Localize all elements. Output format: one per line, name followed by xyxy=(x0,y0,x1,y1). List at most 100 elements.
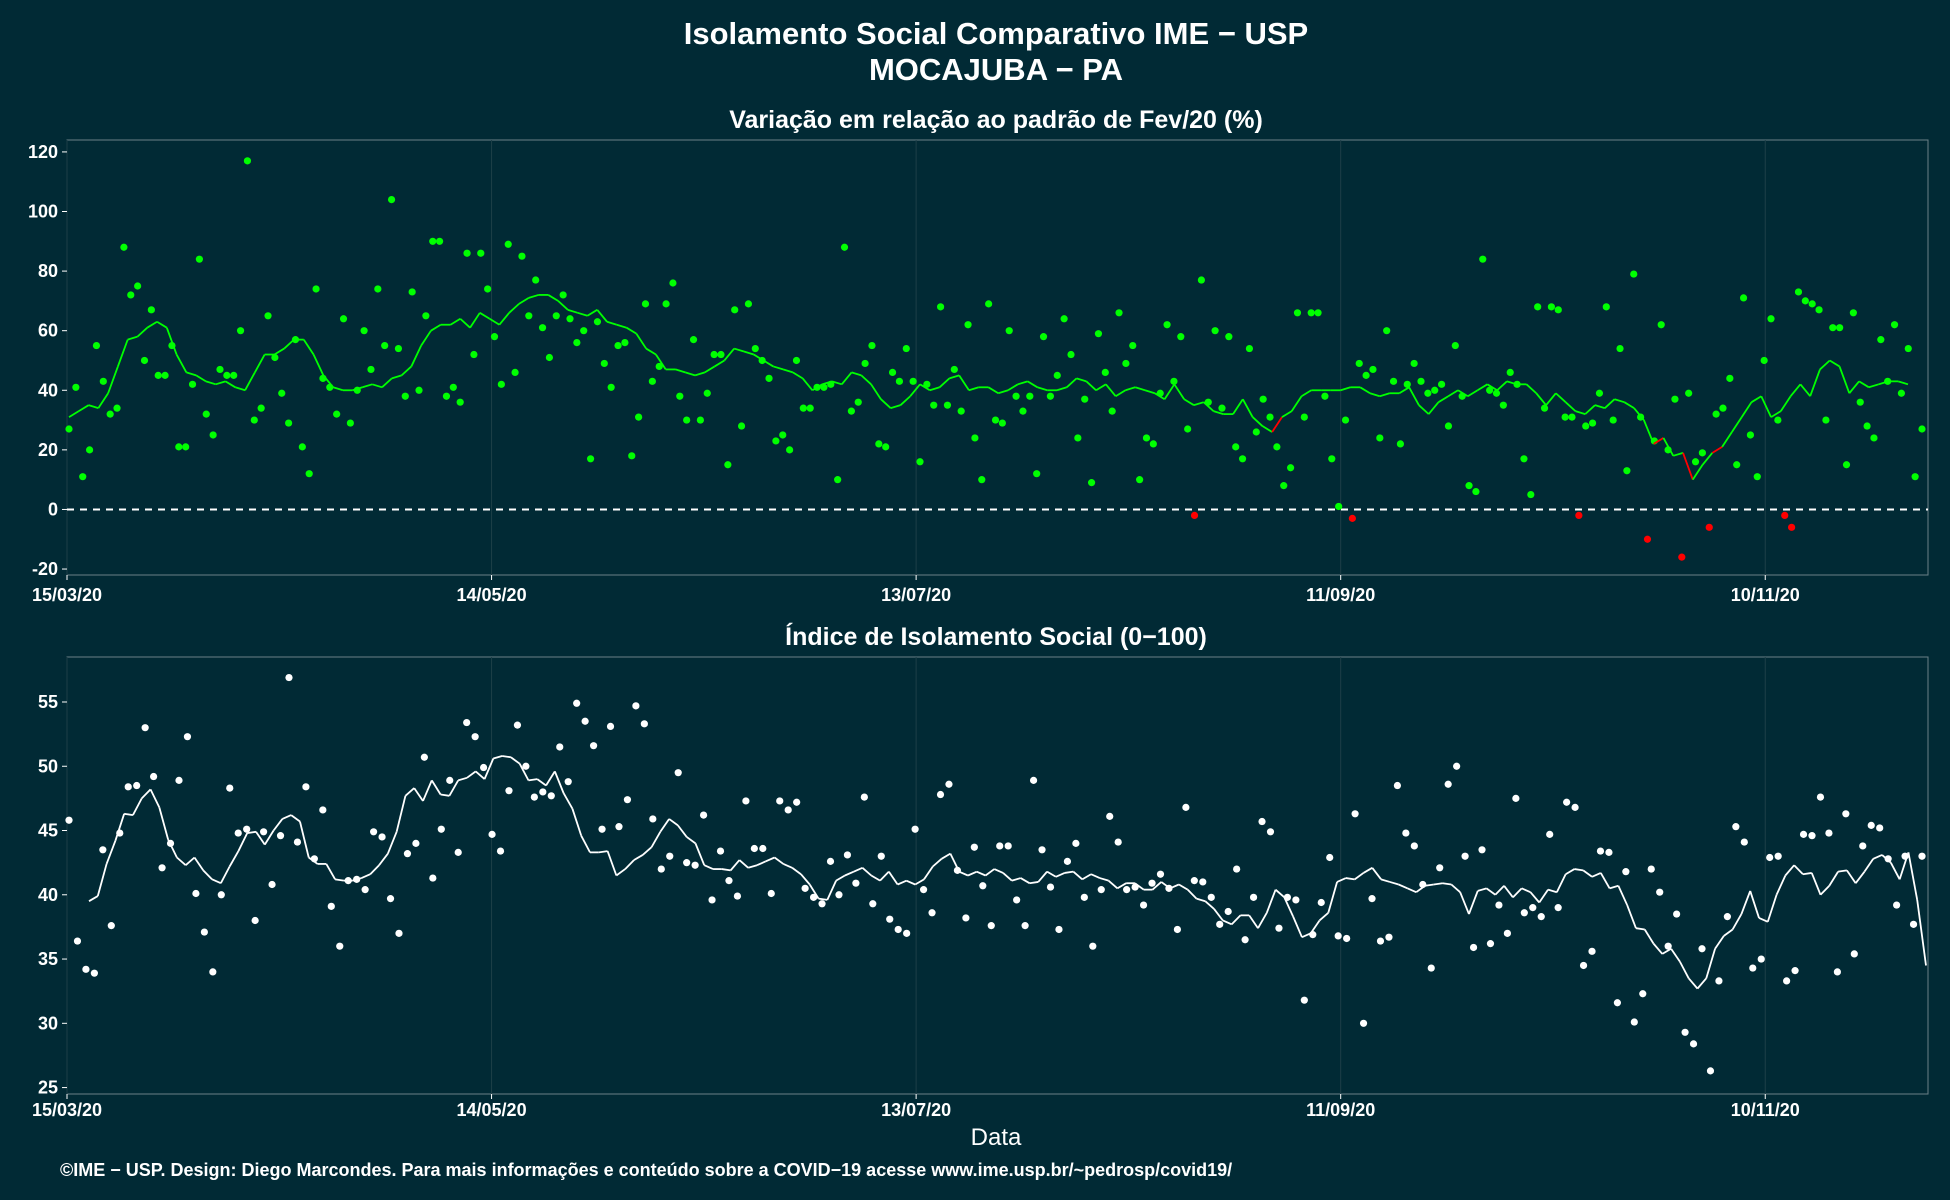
data-point xyxy=(276,832,285,840)
data-point xyxy=(861,359,869,368)
moving-average-segment xyxy=(1829,359,1840,368)
data-point xyxy=(538,324,547,332)
moving-average-segment xyxy=(1261,425,1273,433)
data-point xyxy=(869,900,877,908)
panel2-plot: 15/03/20 14/05/20 13/07/20 11/09/20 10/11/20… xyxy=(32,656,1929,1120)
moving-average-segment xyxy=(498,312,510,326)
data-point xyxy=(1791,967,1799,975)
data-point xyxy=(662,300,670,308)
data-point xyxy=(1671,395,1679,403)
data-point xyxy=(488,830,496,838)
moving-average-segment xyxy=(1354,872,1365,881)
data-point xyxy=(923,380,931,388)
moving-average-segment xyxy=(225,380,236,389)
moving-average-segment xyxy=(626,326,637,335)
moving-average-segment xyxy=(493,755,503,760)
moving-average-segment xyxy=(235,386,246,392)
moving-average-segment xyxy=(1609,884,1619,890)
data-point xyxy=(614,341,622,350)
data-point xyxy=(648,377,656,385)
data-point xyxy=(1444,780,1452,788)
moving-average-segment xyxy=(1749,890,1760,919)
moving-average-segment xyxy=(124,812,134,816)
data-point xyxy=(1019,407,1027,415)
data-point xyxy=(401,392,409,400)
y-tick-label: 35 xyxy=(38,949,58,969)
data-point xyxy=(708,896,716,904)
moving-average-segment xyxy=(457,776,468,782)
moving-average-segment xyxy=(1555,392,1567,403)
data-point xyxy=(1252,428,1260,436)
data-point xyxy=(134,282,142,290)
y-tick-label: 120 xyxy=(28,142,58,162)
moving-average-segment xyxy=(290,814,301,823)
data-point xyxy=(1630,1018,1638,1026)
moving-average-segment xyxy=(870,383,882,400)
moving-average-segment xyxy=(773,365,784,371)
y-tick-label: 25 xyxy=(38,1078,58,1098)
data-point xyxy=(72,383,80,391)
data-point xyxy=(970,843,978,851)
data-point xyxy=(271,353,279,362)
moving-average-segment xyxy=(1854,871,1866,884)
moving-average-segment xyxy=(596,309,608,323)
data-point xyxy=(1749,964,1757,972)
data-point xyxy=(395,929,403,937)
moving-average-segment xyxy=(738,859,749,869)
moving-average-segment xyxy=(369,864,380,875)
moving-average-segment xyxy=(826,880,837,901)
data-point xyxy=(750,844,758,853)
data-point xyxy=(1326,853,1334,862)
data-point xyxy=(699,811,708,819)
data-point xyxy=(268,880,276,889)
moving-average-segment xyxy=(888,871,899,886)
moving-average-segment xyxy=(1056,386,1068,392)
data-point xyxy=(1582,422,1590,430)
data-point xyxy=(1512,794,1520,802)
data-point xyxy=(454,848,462,856)
data-point xyxy=(1317,898,1325,907)
moving-average-segment xyxy=(723,347,735,362)
moving-average-segment xyxy=(1105,383,1117,397)
moving-average-segment xyxy=(483,758,495,780)
moving-average-segment xyxy=(686,836,697,845)
moving-average-segment xyxy=(1095,383,1107,392)
moving-average-segment xyxy=(1819,885,1830,896)
data-point xyxy=(420,753,428,761)
moving-average-segment xyxy=(193,856,205,871)
moving-average-segment xyxy=(1020,877,1030,884)
moving-average-segment xyxy=(562,792,574,810)
data-point xyxy=(1918,425,1926,433)
moving-average-segment xyxy=(1574,868,1584,872)
data-point xyxy=(1495,901,1503,909)
data-point xyxy=(360,327,368,335)
data-point xyxy=(436,237,444,245)
moving-average-segment xyxy=(175,354,188,373)
data-point xyxy=(463,718,471,727)
moving-average-segment xyxy=(1037,871,1048,883)
moving-average-segment xyxy=(1230,914,1242,925)
data-point xyxy=(1588,419,1597,427)
data-point xyxy=(1376,937,1385,945)
moving-average-segment xyxy=(1890,862,1901,880)
moving-average-segment xyxy=(598,850,608,854)
moving-average-segment xyxy=(949,853,960,873)
moving-average-segment xyxy=(1633,407,1645,421)
data-point xyxy=(182,443,190,451)
data-point xyxy=(230,371,238,379)
data-point xyxy=(1383,327,1391,335)
moving-average-segment xyxy=(577,311,588,317)
data-point xyxy=(1199,878,1207,886)
data-point xyxy=(1753,473,1761,481)
moving-average-segment xyxy=(1652,943,1663,955)
data-point xyxy=(1275,924,1283,932)
moving-average-segment xyxy=(536,778,547,787)
data-point xyxy=(1630,270,1638,278)
data-point xyxy=(183,733,192,741)
data-point xyxy=(868,341,876,350)
data-point xyxy=(1563,798,1571,806)
data-point xyxy=(226,784,234,792)
moving-average-segment xyxy=(107,366,119,394)
data-point xyxy=(1328,455,1336,463)
data-point xyxy=(1108,407,1116,415)
